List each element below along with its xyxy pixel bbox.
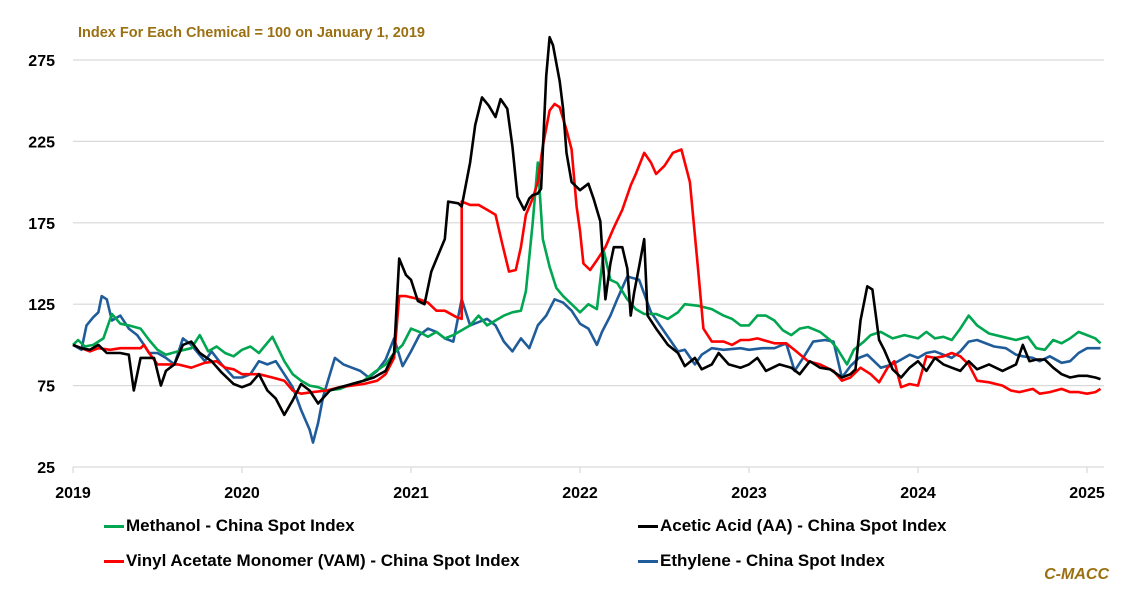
- legend-swatch-methanol: [104, 524, 124, 528]
- x-tick-label: 2020: [224, 485, 260, 502]
- x-tick-label: 2024: [900, 485, 936, 502]
- series-line-vinyl: [72, 102, 1102, 395]
- source-label: C-MACC: [1044, 566, 1109, 583]
- x-tick-label: 2019: [55, 485, 91, 502]
- legend-item-methanol: Methanol - China Spot Index: [104, 516, 355, 536]
- x-tick-label: 2023: [731, 485, 767, 502]
- legend-label-methanol: Methanol - China Spot Index: [126, 516, 355, 535]
- legend-swatch-vam: [104, 559, 124, 563]
- legend-item-acetic-acid: Acetic Acid (AA) - China Spot Index: [638, 516, 947, 536]
- legend-swatch-ethylene: [638, 559, 658, 563]
- legend-label-ethylene: Ethylene - China Spot Index: [660, 551, 885, 570]
- chart-subtitle: Index For Each Chemical = 100 on January…: [78, 25, 425, 41]
- y-tick-label: 175: [28, 216, 55, 233]
- y-tick-label: 25: [37, 460, 55, 477]
- x-tick-label: 2022: [562, 485, 598, 502]
- y-tick-label: 275: [28, 53, 55, 70]
- legend-label-vam: Vinyl Acetate Monomer (VAM) - China Spot…: [126, 551, 520, 570]
- legend-item-vam: Vinyl Acetate Monomer (VAM) - China Spot…: [104, 551, 520, 571]
- y-tick-label: 75: [37, 379, 55, 396]
- y-tick-label: 225: [28, 134, 55, 151]
- x-tick-label: 2025: [1069, 485, 1105, 502]
- legend-item-ethylene: Ethylene - China Spot Index: [638, 551, 885, 571]
- x-tick-label: 2021: [393, 485, 429, 502]
- y-tick-label: 125: [28, 297, 55, 314]
- legend-label-acetic-acid: Acetic Acid (AA) - China Spot Index: [660, 516, 947, 535]
- series-line-acetic: [72, 35, 1101, 417]
- series-line-methanol: [72, 161, 1102, 392]
- legend-swatch-acetic-acid: [638, 524, 658, 528]
- series-line-ethylene: [72, 275, 1101, 444]
